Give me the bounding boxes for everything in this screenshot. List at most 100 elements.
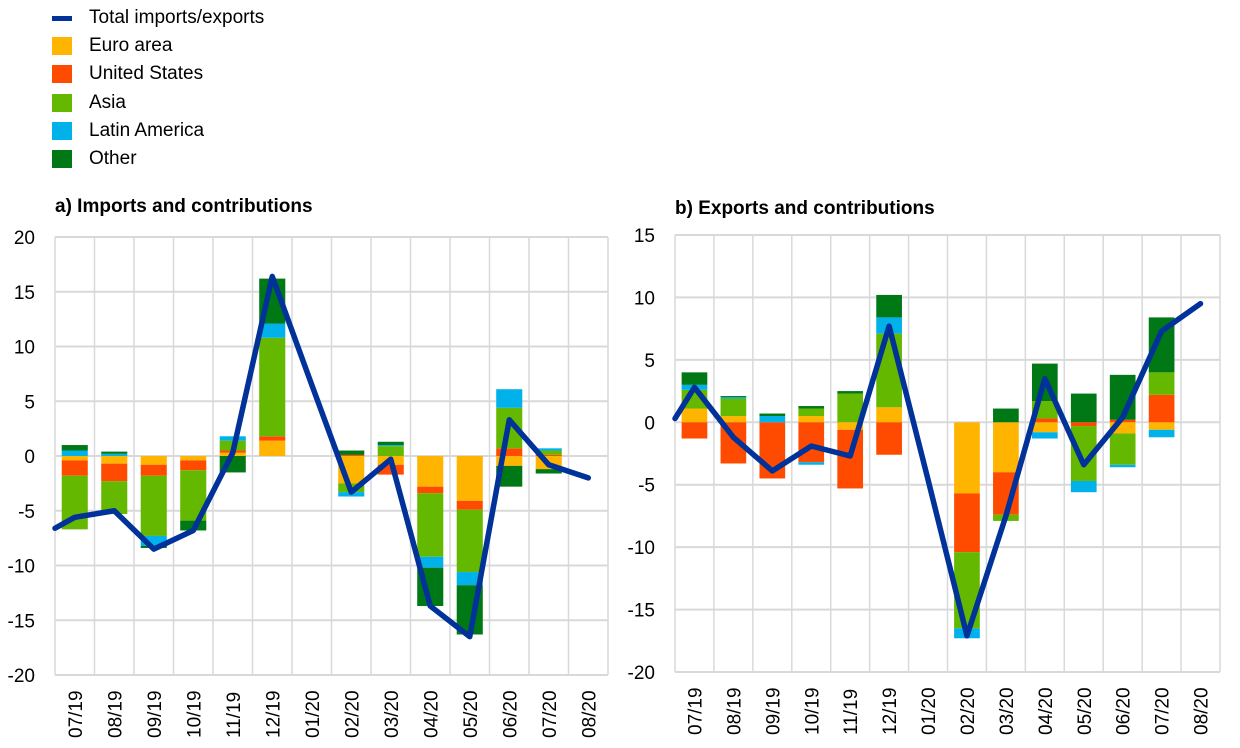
total-line bbox=[672, 300, 1204, 639]
bar-latam bbox=[798, 462, 825, 465]
bar-asia bbox=[456, 509, 483, 573]
x-tick-label: 08/20 bbox=[1192, 687, 1213, 735]
bar-euro bbox=[993, 422, 1019, 473]
x-tick-label: 09/19 bbox=[145, 690, 166, 738]
y-tick-label: -15 bbox=[628, 601, 655, 622]
x-tick-label: 07/19 bbox=[685, 687, 706, 735]
legend-swatch-latam bbox=[52, 121, 72, 140]
x-tick-label: 06/20 bbox=[500, 690, 521, 738]
bar-other bbox=[798, 406, 825, 409]
bar-latam bbox=[61, 450, 88, 456]
bar-latam bbox=[101, 453, 128, 456]
bar-asia bbox=[1109, 433, 1136, 465]
bar-latam bbox=[1070, 480, 1097, 493]
bar-asia bbox=[798, 408, 825, 417]
bar-latam bbox=[259, 323, 286, 338]
bar-latam bbox=[720, 397, 747, 399]
bar-euro bbox=[1031, 422, 1058, 433]
x-tick-label: 12/19 bbox=[263, 690, 284, 738]
legend-item-us: United States bbox=[52, 60, 264, 88]
y-tick-label: -15 bbox=[8, 611, 35, 632]
x-tick-label: 06/20 bbox=[1114, 687, 1135, 735]
bar-euro bbox=[837, 422, 864, 430]
legend-item-asia: Asia bbox=[52, 89, 264, 117]
bar-euro bbox=[456, 456, 483, 501]
bar-euro bbox=[140, 456, 167, 465]
bar-other bbox=[535, 469, 562, 474]
legend-label: Total imports/exports bbox=[89, 7, 265, 29]
legend-label: Other bbox=[89, 148, 137, 170]
bar-us bbox=[496, 448, 523, 456]
bar-euro bbox=[496, 456, 523, 466]
bar-other bbox=[993, 408, 1019, 423]
bar-euro bbox=[798, 416, 825, 423]
bar-other bbox=[681, 372, 708, 385]
x-tick-label: 04/20 bbox=[421, 690, 442, 738]
bar-us bbox=[338, 454, 365, 456]
chart-a-title: a) Imports and contributions bbox=[55, 196, 313, 217]
x-tick-label: 01/20 bbox=[303, 690, 324, 738]
y-tick-label: 5 bbox=[644, 351, 655, 372]
bar-latam bbox=[535, 448, 562, 451]
bar-other bbox=[61, 445, 88, 451]
bar-us bbox=[180, 460, 207, 471]
legend-item-other: Other bbox=[52, 145, 264, 173]
bar-euro bbox=[180, 456, 207, 461]
bar-other bbox=[377, 441, 404, 446]
bar-latam bbox=[140, 535, 167, 546]
legend: Total imports/exports Euro area United Sta… bbox=[52, 4, 264, 173]
bar-latam bbox=[759, 416, 786, 423]
bar-euro bbox=[876, 407, 902, 423]
y-tick-label: 10 bbox=[14, 338, 35, 359]
y-tick-label: -20 bbox=[628, 663, 655, 684]
x-tick-label: 10/19 bbox=[184, 690, 205, 738]
y-tick-label: -10 bbox=[8, 557, 35, 578]
y-tick-label: -5 bbox=[638, 476, 655, 497]
bar-other bbox=[759, 413, 786, 417]
x-tick-label: 07/20 bbox=[1153, 687, 1174, 735]
bar-us bbox=[837, 429, 864, 489]
bar-us bbox=[1148, 394, 1175, 423]
bar-us bbox=[61, 460, 88, 476]
bar-us bbox=[140, 464, 167, 476]
legend-label: Latin America bbox=[89, 119, 205, 141]
bar-us bbox=[681, 422, 708, 439]
bar-euro bbox=[61, 456, 88, 461]
bar-us bbox=[101, 463, 128, 482]
x-tick-label: 10/19 bbox=[802, 687, 823, 735]
x-tick-label: 11/19 bbox=[224, 692, 245, 738]
bar-other bbox=[720, 396, 747, 398]
x-tick-label: 09/19 bbox=[763, 687, 784, 735]
bar-euro bbox=[954, 422, 980, 494]
bar-us bbox=[456, 500, 483, 510]
bar-euro bbox=[259, 440, 286, 456]
bar-euro bbox=[101, 456, 128, 464]
x-tick-label: 08/19 bbox=[724, 687, 745, 735]
bar-us bbox=[535, 454, 562, 456]
bar-euro bbox=[681, 408, 708, 423]
legend-label: Asia bbox=[89, 91, 126, 113]
legend-label: United States bbox=[89, 63, 204, 85]
bar-us bbox=[798, 422, 825, 463]
x-tick-label: 03/20 bbox=[997, 687, 1018, 735]
bar-latam bbox=[1031, 432, 1058, 439]
legend-swatch-asia bbox=[52, 93, 72, 112]
y-tick-label: -20 bbox=[8, 666, 35, 687]
bar-us bbox=[1031, 418, 1058, 423]
x-tick-label: 08/19 bbox=[105, 690, 126, 738]
bar-euro bbox=[720, 416, 747, 423]
bar-latam bbox=[1109, 464, 1136, 468]
x-tick-label: 02/20 bbox=[342, 690, 363, 738]
bar-other bbox=[876, 294, 902, 318]
bar-latam bbox=[417, 556, 444, 568]
x-tick-label: 01/20 bbox=[919, 687, 940, 735]
bar-latam bbox=[496, 389, 523, 408]
y-tick-label: 15 bbox=[14, 283, 35, 304]
legend-swatch-other bbox=[52, 150, 72, 169]
bar-other bbox=[338, 450, 365, 455]
legend-swatch-total bbox=[52, 15, 72, 21]
x-tick-label: 11/19 bbox=[841, 689, 862, 735]
x-tick-label: 07/20 bbox=[540, 690, 561, 738]
bar-euro bbox=[417, 456, 444, 487]
